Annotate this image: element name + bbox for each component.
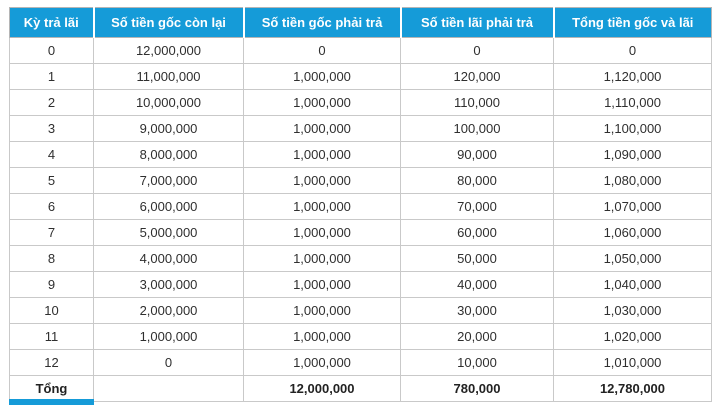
table-cell: 1,100,000	[553, 115, 712, 142]
table-row: 1 11,000,000 1,000,000 120,000 1,120,000	[9, 63, 712, 90]
table-cell: 120,000	[400, 63, 554, 90]
table-cell: 1,060,000	[553, 219, 712, 246]
total-row: Tổng 12,000,000 780,000 12,780,000	[9, 375, 712, 402]
table-cell: 7,000,000	[93, 167, 244, 194]
header-interest-due: Số tiền lãi phải trả	[399, 7, 555, 38]
table-cell: 1,000,000	[93, 323, 244, 350]
table-cell: 6,000,000	[93, 193, 244, 220]
table-cell: 80,000	[400, 167, 554, 194]
table-cell: 30,000	[400, 297, 554, 324]
table-cell: 7	[9, 219, 94, 246]
table-cell: 10,000	[400, 349, 554, 376]
table-cell: 90,000	[400, 141, 554, 168]
table-cell: 11	[9, 323, 94, 350]
table-cell: 1,000,000	[243, 323, 401, 350]
table-row: 12 0 1,000,000 10,000 1,010,000	[9, 349, 712, 376]
header-remaining-principal: Số tiền gốc còn lại	[92, 7, 245, 38]
table-cell: 5,000,000	[93, 219, 244, 246]
table-cell: 1	[9, 63, 94, 90]
table-cell: 1,110,000	[553, 89, 712, 116]
table-cell: 1,010,000	[553, 349, 712, 376]
table-cell: 12,780,000	[553, 375, 712, 402]
table-cell: 1,000,000	[243, 193, 401, 220]
table-row: 5 7,000,000 1,000,000 80,000 1,080,000	[9, 167, 712, 194]
header-row: Kỳ trả lãi Số tiền gốc còn lại Số tiền g…	[9, 7, 712, 38]
table-cell: 1,000,000	[243, 271, 401, 298]
table-cell: 1,050,000	[553, 245, 712, 272]
table-row: 9 3,000,000 1,000,000 40,000 1,040,000	[9, 271, 712, 298]
table-cell: 0	[400, 37, 554, 64]
table-cell: 1,000,000	[243, 219, 401, 246]
table-cell: 1,020,000	[553, 323, 712, 350]
table-cell: 4,000,000	[93, 245, 244, 272]
table-body: 0 12,000,000 0 0 0 1 11,000,000 1,000,000 120,00…	[9, 37, 712, 402]
header-total-due: Tổng tiền gốc và lãi	[552, 7, 712, 38]
table-cell: 6	[9, 193, 94, 220]
table-cell: 0	[243, 37, 401, 64]
table-cell: 4	[9, 141, 94, 168]
table-cell: 1,000,000	[243, 63, 401, 90]
table-cell: 10,000,000	[93, 89, 244, 116]
table-row: 11 1,000,000 1,000,000 20,000 1,020,000	[9, 323, 712, 350]
table-row: 8 4,000,000 1,000,000 50,000 1,050,000	[9, 245, 712, 272]
table-cell: 1,000,000	[243, 89, 401, 116]
table-cell: 50,000	[400, 245, 554, 272]
table-cell: 5	[9, 167, 94, 194]
table-row: 10 2,000,000 1,000,000 30,000 1,030,000	[9, 297, 712, 324]
table-cell: 12,000,000	[93, 37, 244, 64]
table-cell: 1,070,000	[553, 193, 712, 220]
table-cell: 11,000,000	[93, 63, 244, 90]
table-cell: 8	[9, 245, 94, 272]
header-period: Kỳ trả lãi	[9, 7, 95, 38]
table-cell: 1,000,000	[243, 245, 401, 272]
table-cell: 0	[553, 37, 712, 64]
table-cell: 1,000,000	[243, 141, 401, 168]
table-cell: Tổng	[9, 375, 94, 402]
table-cell	[93, 375, 244, 402]
table-cell: 3,000,000	[93, 271, 244, 298]
header-principal-due: Số tiền gốc phải trả	[242, 7, 402, 38]
table-cell: 8,000,000	[93, 141, 244, 168]
table-row: 7 5,000,000 1,000,000 60,000 1,060,000	[9, 219, 712, 246]
table-cell: 60,000	[400, 219, 554, 246]
table-cell: 1,090,000	[553, 141, 712, 168]
table-cell: 2	[9, 89, 94, 116]
table-cell: 110,000	[400, 89, 554, 116]
table-cell: 1,000,000	[243, 349, 401, 376]
table-cell: 1,030,000	[553, 297, 712, 324]
table-cell: 9	[9, 271, 94, 298]
loan-schedule-table-wrap: Kỳ trả lãi Số tiền gốc còn lại Số tiền g…	[9, 7, 712, 402]
table-cell: 3	[9, 115, 94, 142]
table-cell: 10	[9, 297, 94, 324]
table-cell: 1,040,000	[553, 271, 712, 298]
next-table-header-sliver	[9, 399, 94, 405]
table-row: 0 12,000,000 0 0 0	[9, 37, 712, 64]
table-cell: 780,000	[400, 375, 554, 402]
table-header: Kỳ trả lãi Số tiền gốc còn lại Số tiền g…	[9, 7, 712, 38]
table-row: 4 8,000,000 1,000,000 90,000 1,090,000	[9, 141, 712, 168]
table-row: 2 10,000,000 1,000,000 110,000 1,110,000	[9, 89, 712, 116]
table-cell: 1,080,000	[553, 167, 712, 194]
table-cell: 100,000	[400, 115, 554, 142]
table-cell: 12,000,000	[243, 375, 401, 402]
table-cell: 1,000,000	[243, 167, 401, 194]
table-cell: 1,000,000	[243, 297, 401, 324]
table-cell: 70,000	[400, 193, 554, 220]
table-cell: 0	[93, 349, 244, 376]
table-cell: 0	[9, 37, 94, 64]
table-cell: 20,000	[400, 323, 554, 350]
table-cell: 1,000,000	[243, 115, 401, 142]
table-row: 3 9,000,000 1,000,000 100,000 1,100,000	[9, 115, 712, 142]
table-cell: 12	[9, 349, 94, 376]
table-cell: 40,000	[400, 271, 554, 298]
table-cell: 2,000,000	[93, 297, 244, 324]
table-cell: 1,120,000	[553, 63, 712, 90]
loan-amortization-table: Kỳ trả lãi Số tiền gốc còn lại Số tiền g…	[9, 7, 712, 402]
table-cell: 9,000,000	[93, 115, 244, 142]
table-row: 6 6,000,000 1,000,000 70,000 1,070,000	[9, 193, 712, 220]
